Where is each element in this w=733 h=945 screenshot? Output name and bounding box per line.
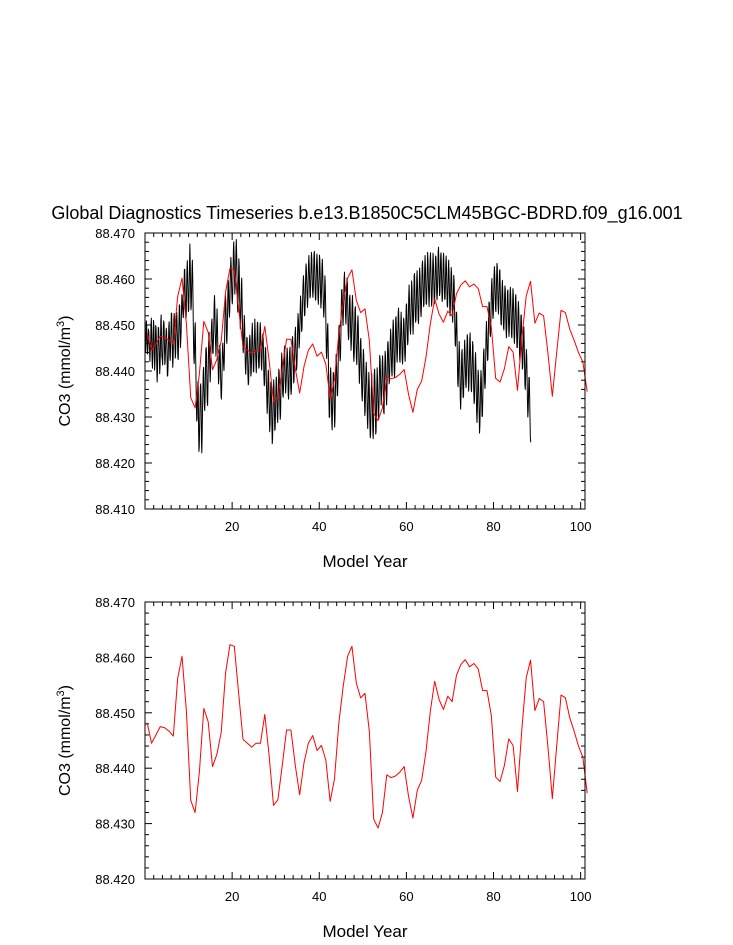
plot-frame-bottom	[144, 601, 586, 880]
y-tick-label: 88.430	[95, 410, 135, 425]
x-tick-label: 60	[399, 519, 413, 534]
x-axis-label-bottom: Model Year	[322, 922, 407, 941]
tick-labels-top: 20 40 60 80 100 88.410 88.420 88.430 88.440 88.45…	[95, 226, 591, 534]
tick-labels-bottom: 20 40 60 80 100 88.420 88.430 88.440 88.450 88.46…	[95, 595, 591, 904]
chart-panel-top: 20 40 60 80 100 88.410 88.420 88.430 88.440 88.45…	[55, 226, 591, 571]
x-tick-label: 100	[570, 519, 592, 534]
series-line-annual-mean	[146, 267, 588, 422]
y-tick-label: 88.420	[95, 872, 135, 887]
y-tick-label: 88.460	[95, 650, 135, 665]
y-tick-label: 88.440	[95, 364, 135, 379]
x-tick-label: 80	[486, 519, 500, 534]
plot-frame-top	[144, 232, 586, 510]
y-tick-label: 88.470	[95, 226, 135, 241]
x-tick-label: 20	[225, 519, 239, 534]
series-line-annual-mean	[146, 644, 588, 829]
x-tick-label: 100	[570, 889, 592, 904]
y-tick-label: 88.450	[95, 318, 135, 333]
x-axis-label-top: Model Year	[322, 552, 407, 571]
y-tick-label: 88.460	[95, 272, 135, 287]
y-tick-label: 88.410	[95, 502, 135, 517]
series-line-monthly	[144, 238, 532, 454]
y-tick-label: 88.430	[95, 817, 135, 832]
y-tick-label: 88.470	[95, 595, 135, 610]
y-axis-label-bottom: CO3 (mmol/m3)	[55, 685, 74, 796]
x-tick-label: 60	[399, 889, 413, 904]
ticks-bottom	[145, 601, 585, 880]
x-tick-label: 80	[486, 889, 500, 904]
y-tick-label: 88.420	[95, 456, 135, 471]
x-tick-label: 40	[312, 519, 326, 534]
y-tick-label: 88.440	[95, 761, 135, 776]
series-layer-top	[144, 238, 588, 454]
y-axis-label-top: CO3 (mmol/m3)	[55, 315, 74, 426]
x-tick-label: 40	[312, 889, 326, 904]
chart-panel-bottom: 20 40 60 80 100 88.420 88.430 88.440 88.450 88.46…	[55, 595, 591, 941]
series-layer-bottom	[146, 644, 588, 829]
chart-title: Global Diagnostics Timeseries b.e13.B185…	[51, 203, 682, 224]
x-tick-label: 20	[225, 889, 239, 904]
y-tick-label: 88.450	[95, 706, 135, 721]
